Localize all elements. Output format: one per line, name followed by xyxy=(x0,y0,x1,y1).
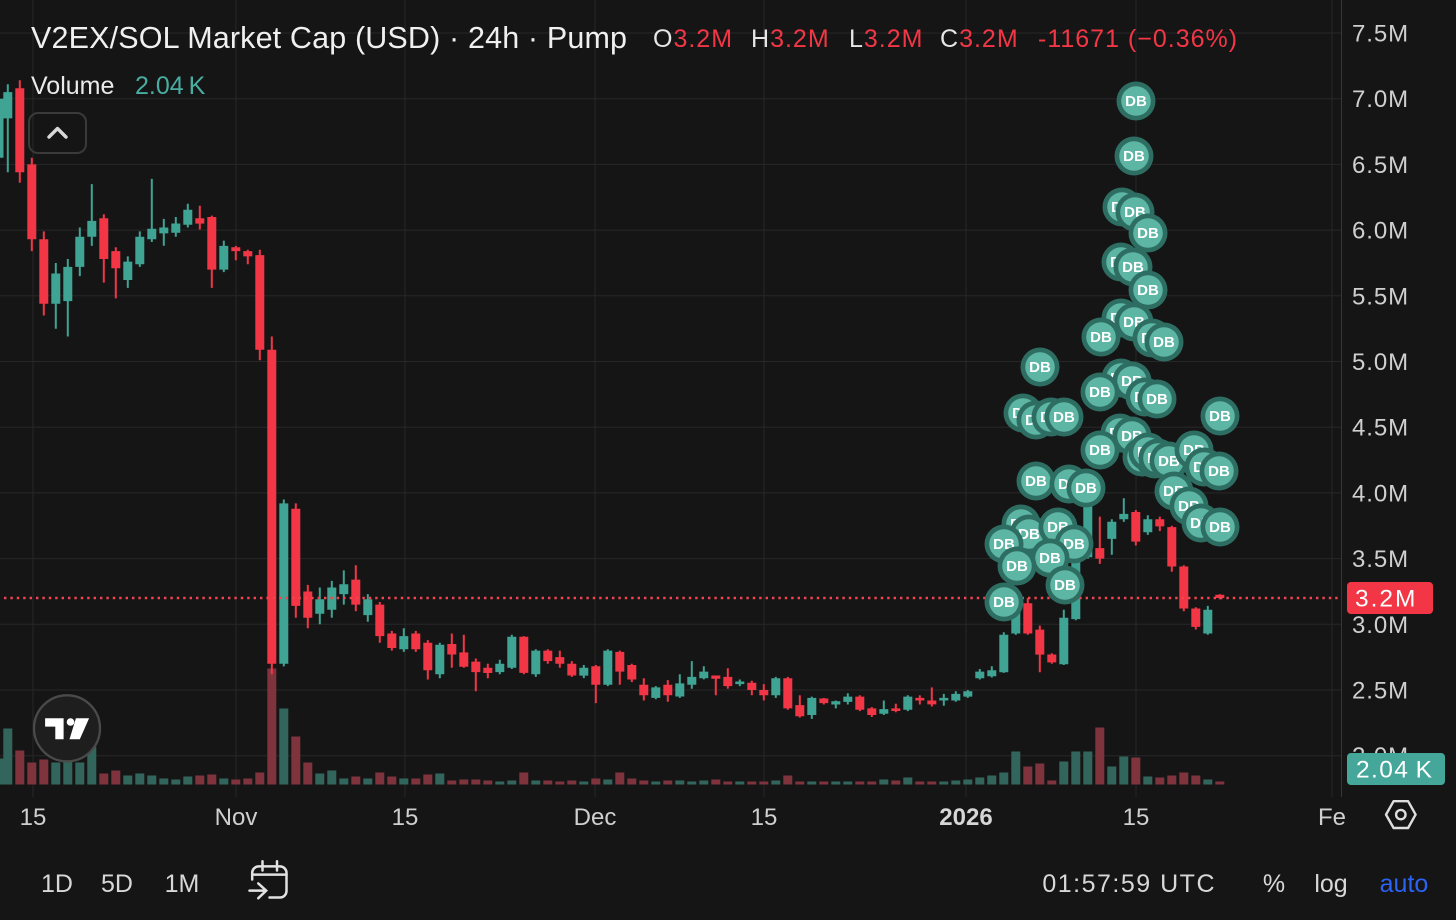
svg-text:2.04 K: 2.04 K xyxy=(1356,757,1433,784)
svg-text:%: % xyxy=(1263,870,1285,898)
svg-text:DB: DB xyxy=(1137,225,1159,242)
svg-text:DB: DB xyxy=(1209,408,1231,425)
svg-text:2.04 K: 2.04 K xyxy=(135,72,206,100)
svg-text:DB: DB xyxy=(1123,148,1145,165)
svg-text:5D: 5D xyxy=(101,870,133,898)
svg-text:7.0M: 7.0M xyxy=(1352,86,1409,113)
svg-text:1D: 1D xyxy=(41,870,73,898)
svg-text:DB: DB xyxy=(1137,282,1159,299)
svg-text:6.5M: 6.5M xyxy=(1352,152,1409,179)
svg-text:3.5M: 3.5M xyxy=(1352,546,1409,573)
svg-text:DB: DB xyxy=(1006,558,1028,575)
svg-text:7.5M: 7.5M xyxy=(1352,21,1409,48)
svg-text:01:57:59 UTC: 01:57:59 UTC xyxy=(1042,870,1216,898)
svg-text:DB: DB xyxy=(993,594,1015,611)
svg-text:15: 15 xyxy=(392,804,419,831)
svg-text:2026: 2026 xyxy=(939,804,992,831)
svg-text:DB: DB xyxy=(1029,359,1051,376)
svg-text:15: 15 xyxy=(751,804,778,831)
svg-text:DB: DB xyxy=(1146,391,1168,408)
svg-text:DB: DB xyxy=(1089,384,1111,401)
svg-text:5.0M: 5.0M xyxy=(1352,349,1409,376)
svg-text:auto: auto xyxy=(1380,870,1429,898)
svg-text:3.2M: 3.2M xyxy=(1355,586,1417,613)
svg-text:DB: DB xyxy=(1209,519,1231,536)
svg-text:4.0M: 4.0M xyxy=(1352,480,1409,507)
svg-text:DB: DB xyxy=(1089,442,1111,459)
svg-text:DB: DB xyxy=(1025,473,1047,490)
svg-text:1M: 1M xyxy=(165,870,200,898)
svg-text:DB: DB xyxy=(1158,453,1180,470)
svg-text:DB: DB xyxy=(1039,550,1061,567)
svg-text:Nov: Nov xyxy=(215,804,258,831)
svg-text:DB: DB xyxy=(1053,409,1075,426)
svg-text:DB: DB xyxy=(1090,329,1112,346)
svg-text:6.0M: 6.0M xyxy=(1352,218,1409,245)
svg-text:15: 15 xyxy=(1123,804,1150,831)
svg-text:DB: DB xyxy=(1063,536,1085,553)
svg-text:Fe: Fe xyxy=(1318,804,1346,831)
svg-text:4.5M: 4.5M xyxy=(1352,415,1409,442)
svg-text:DB: DB xyxy=(1054,577,1076,594)
svg-text:DB: DB xyxy=(1122,259,1144,276)
svg-text:V2EX/SOL Market Cap (USD) · 24: V2EX/SOL Market Cap (USD) · 24h · Pump xyxy=(31,21,627,55)
svg-text:DB: DB xyxy=(1208,463,1230,480)
svg-text:5.5M: 5.5M xyxy=(1352,283,1409,310)
svg-text:DB: DB xyxy=(1018,526,1040,543)
svg-text:DB: DB xyxy=(1125,93,1147,110)
svg-text:Volume: Volume xyxy=(31,72,114,100)
svg-text:3.0M: 3.0M xyxy=(1352,612,1409,639)
svg-text:15: 15 xyxy=(20,804,47,831)
svg-text:log: log xyxy=(1314,870,1347,898)
svg-text:DB: DB xyxy=(1075,480,1097,497)
svg-text:Dec: Dec xyxy=(574,804,617,831)
svg-text:DB: DB xyxy=(1153,334,1175,351)
svg-text:2.5M: 2.5M xyxy=(1352,678,1409,705)
